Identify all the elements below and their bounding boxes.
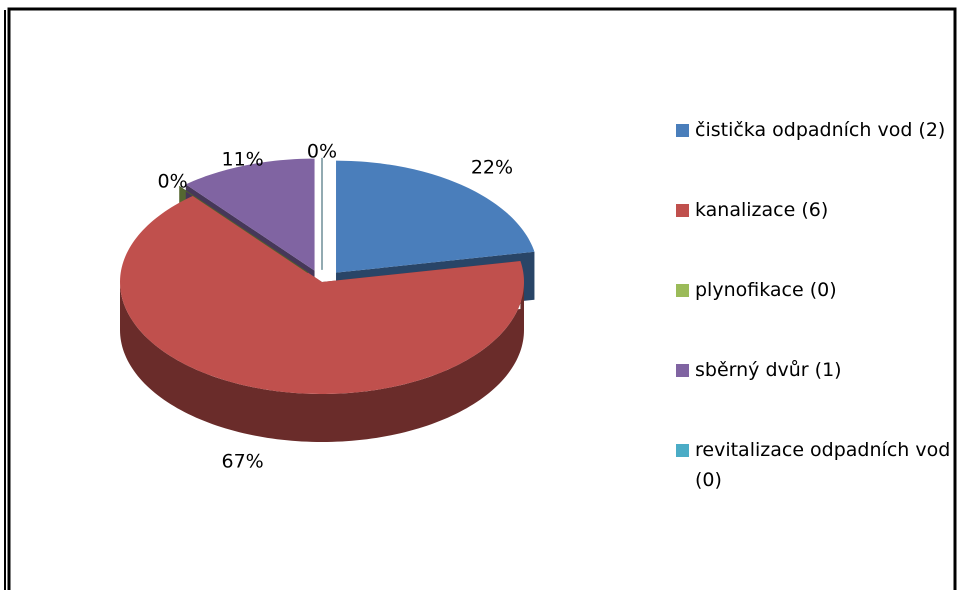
slice	[185, 158, 315, 271]
slice	[120, 195, 524, 394]
data-label: 0%	[307, 141, 337, 163]
legend-item: kanalizace (6)	[676, 195, 951, 225]
data-label: 22%	[471, 157, 513, 179]
legend-item: čistička odpadních vod (2)	[676, 115, 951, 145]
legend-swatch	[676, 444, 689, 457]
legend-swatch	[676, 284, 689, 297]
legend-label: revitalizace odpadních vod (0)	[695, 439, 951, 491]
legend-item: sběrný dvůr (1)	[676, 355, 951, 385]
legend-swatch	[676, 364, 689, 377]
legend-item: revitalizace odpadních vod (0)	[676, 435, 951, 495]
frame	[7, 7, 957, 590]
slice	[336, 160, 535, 273]
legend-item: plynofikace (0)	[676, 275, 951, 305]
data-label: 11%	[222, 148, 264, 170]
legend-label: kanalizace (6)	[695, 199, 829, 221]
data-label: 0%	[158, 170, 188, 192]
legend-label: plynofikace (0)	[695, 279, 837, 301]
legend-swatch	[676, 124, 689, 137]
legend-label: sběrný dvůr (1)	[695, 359, 842, 381]
legend-swatch	[676, 204, 689, 217]
legend-label: čistička odpadních vod (2)	[695, 119, 946, 141]
data-label: 67%	[222, 451, 264, 473]
